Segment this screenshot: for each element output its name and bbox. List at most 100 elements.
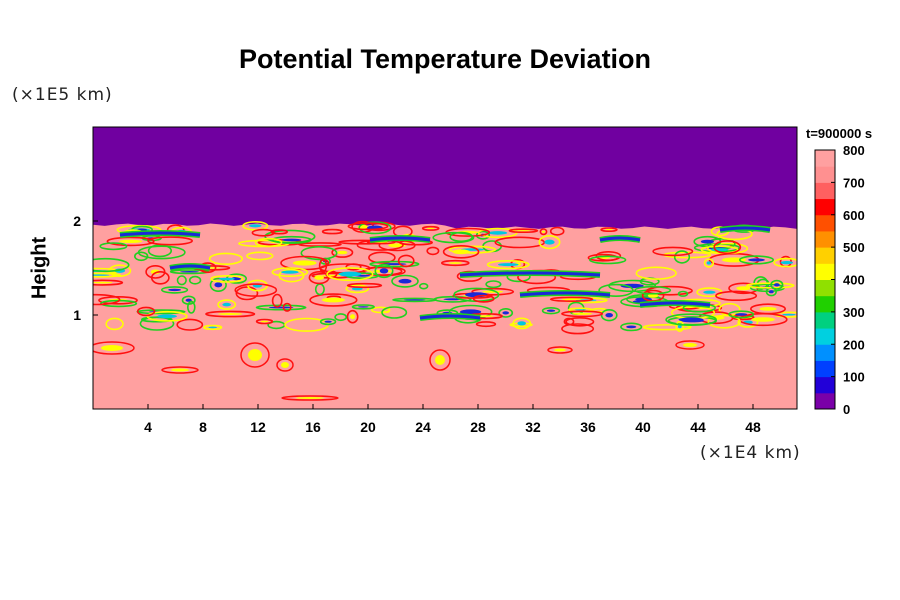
turbulence-core — [208, 326, 218, 329]
colorbar-swatch — [815, 392, 835, 410]
x-tick-label: 24 — [415, 419, 431, 435]
turbulence-contour — [93, 272, 122, 278]
colorbar-swatch — [815, 295, 835, 313]
turbulence-contour — [485, 280, 502, 289]
turbulence-contour — [700, 245, 739, 254]
turbulence-contour — [770, 279, 784, 290]
time-label: t=900000 s — [806, 126, 873, 141]
turbulence-contour — [391, 274, 419, 288]
colorbar-swatch — [815, 344, 835, 361]
turbulence-contour — [665, 313, 717, 327]
turbulence-core — [337, 250, 348, 255]
colorbar-swatch — [815, 150, 835, 167]
turbulence-contour — [326, 267, 374, 282]
colorbar-tick-label: 300 — [843, 305, 865, 320]
turbulence-core — [502, 311, 510, 315]
turbulence-core — [157, 314, 178, 319]
x-tick-label: 8 — [199, 419, 207, 435]
turbulence-core — [350, 314, 356, 320]
x-tick-label: 4 — [144, 419, 152, 435]
turbulence-core — [706, 261, 712, 265]
turbulence-core — [448, 262, 462, 264]
turbulence-contour — [99, 242, 128, 251]
turbulence-contour — [703, 258, 715, 268]
turbulence-contour — [486, 260, 530, 270]
turbulence-contour — [397, 254, 415, 268]
turbulence-contour — [419, 282, 429, 290]
turbulence-contour — [176, 318, 204, 331]
turbulence-core — [605, 313, 613, 318]
warm-core — [296, 397, 324, 399]
colorbar-tick-label: 700 — [843, 175, 865, 190]
turbulence-contour — [188, 275, 202, 285]
turbulence-contour — [471, 287, 515, 296]
turbulence-core — [782, 313, 796, 316]
colorbar-swatch — [815, 198, 835, 216]
turbulence-contour — [331, 247, 354, 258]
turbulence-core — [398, 278, 412, 284]
turbulence-core — [150, 269, 161, 275]
warm-feature — [429, 349, 451, 371]
streak-core — [459, 271, 601, 277]
turbulence-contour — [319, 318, 337, 326]
turbulence-core — [357, 306, 369, 308]
turbulence-core — [338, 271, 362, 277]
turbulence-contour — [234, 283, 278, 297]
colorbar-swatch — [815, 166, 835, 183]
chart-title: Potential Temperature Deviation — [238, 44, 652, 74]
turbulence-contour — [642, 324, 692, 331]
warm-feature — [281, 395, 339, 401]
streak-core — [119, 231, 201, 237]
warm-core — [683, 343, 697, 347]
turbulence-contour — [345, 263, 362, 271]
turbulence-contour — [565, 316, 595, 327]
warm-core — [554, 348, 566, 352]
turbulence-contour — [254, 237, 283, 248]
turbulence-core — [516, 230, 531, 232]
turbulence-contour — [745, 282, 795, 289]
turbulence-contour — [282, 302, 292, 312]
turbulence-contour — [448, 245, 497, 254]
turbulence-core — [768, 290, 774, 294]
turbulence-contour — [93, 279, 124, 286]
turbulence-contour — [368, 251, 396, 264]
warm-core — [248, 349, 262, 361]
turbulence-contour — [205, 310, 256, 318]
turbulence-contour — [498, 307, 514, 318]
turbulence-core — [780, 261, 794, 265]
turbulence-core — [281, 270, 299, 274]
turbulence-contour — [93, 257, 130, 273]
turbulence-core — [572, 312, 593, 315]
turbulence-contour — [652, 246, 694, 257]
warm-core — [435, 355, 445, 365]
turbulence-contour — [673, 250, 691, 264]
streak-core — [639, 301, 711, 307]
turbulence-contour — [210, 274, 244, 283]
x-tick-label: 48 — [745, 419, 761, 435]
turbulence-core — [268, 306, 294, 309]
turbulence-contour — [187, 300, 196, 314]
turbulence-core — [214, 282, 223, 288]
colorbar-tick-label: 200 — [843, 337, 865, 352]
x-tick-label: 16 — [305, 419, 321, 435]
turbulence-contour — [235, 286, 259, 301]
warm-feature — [276, 358, 294, 372]
turbulence-contour — [246, 251, 274, 261]
turbulence-contour — [139, 316, 175, 331]
turbulence-contour — [587, 253, 619, 262]
turbulence-contour — [477, 227, 518, 239]
turbulence-core — [180, 271, 199, 273]
turbulence-contour — [203, 324, 223, 331]
turbulence-contour — [255, 318, 274, 325]
x-tick-label: 20 — [360, 419, 376, 435]
colorbar-swatch — [815, 311, 835, 329]
x-axis-unit: (×1E4 km) — [700, 443, 801, 463]
turbulence-core — [561, 298, 583, 301]
warm-core — [171, 368, 189, 372]
warm-feature — [161, 366, 199, 374]
turbulence-contour — [595, 251, 622, 262]
x-tick-label: 12 — [250, 419, 266, 435]
turbulence-contour — [549, 226, 565, 236]
turbulence-contour — [561, 323, 595, 335]
turbulence-contour — [541, 307, 561, 315]
